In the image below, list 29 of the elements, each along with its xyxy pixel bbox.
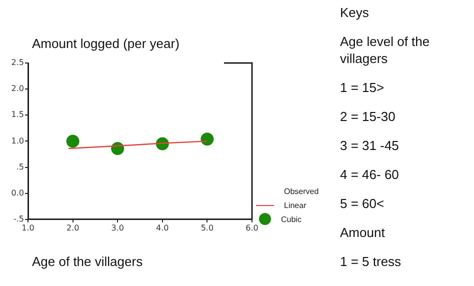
legend-label: Linear	[284, 200, 306, 210]
y-tick-label: -.5	[13, 214, 24, 224]
y-tick-label: .5	[16, 162, 24, 172]
text: Amount	[340, 224, 386, 241]
legend-label: Cubic	[281, 214, 302, 224]
x-tick-label: 6.0	[246, 223, 258, 232]
y-tick-label: 1.0	[11, 136, 24, 146]
text: 4 = 46- 60	[340, 166, 400, 183]
text: Keys	[340, 4, 370, 21]
x-tick-label: 1.0	[22, 223, 34, 232]
point	[66, 134, 80, 148]
y-tick-label: 2.0	[11, 84, 24, 94]
x-tick-label: 2.0	[66, 223, 80, 232]
legend-title: Observed	[283, 186, 319, 198]
x-tick-label: 3.0	[111, 223, 124, 232]
point	[200, 132, 214, 146]
x-axis-title: Age of the villagers	[32, 254, 143, 269]
text: 2 = 15-30	[340, 108, 396, 125]
chart-title: Amount logged (per year)	[32, 36, 180, 51]
y-tick-label: 0.0	[11, 188, 24, 198]
x-tick-label: 5.0	[200, 223, 214, 232]
x-tick-label: 4.0	[156, 223, 169, 232]
text: Age level of the villagers	[340, 33, 431, 67]
text: 1 = 5 tress	[340, 253, 402, 270]
y-tick-label: 2.5	[11, 58, 24, 68]
text: 1 = 15>	[340, 79, 386, 96]
y-tick-label: 1.5	[11, 110, 24, 120]
text: 5 = 60<	[340, 195, 386, 212]
text: 3 = 31 -45	[340, 137, 400, 154]
